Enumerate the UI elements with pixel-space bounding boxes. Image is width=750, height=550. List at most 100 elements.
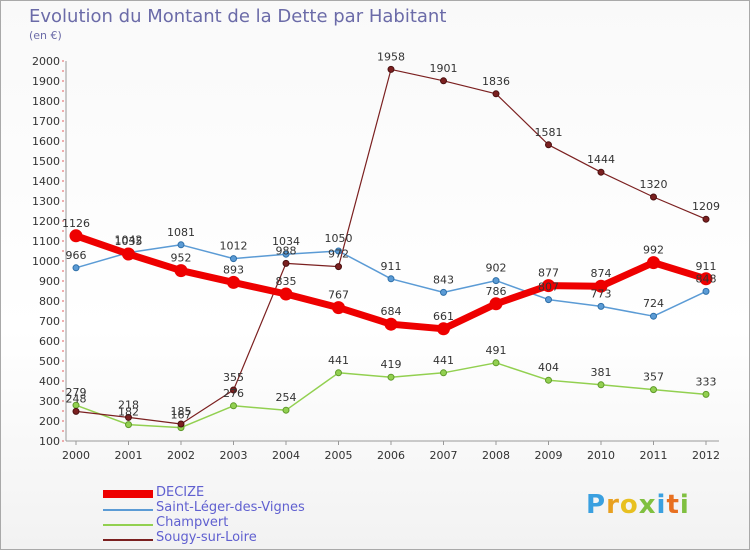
- data-point-decize: [542, 279, 555, 293]
- x-tick-label: 2008: [482, 449, 510, 462]
- data-label-saint-leger: 1050: [325, 232, 353, 245]
- data-label-sougy: 1209: [692, 200, 720, 213]
- y-tick-label: 800: [39, 295, 60, 308]
- data-point-saint-leger: [387, 275, 395, 283]
- data-label-decize: 911: [696, 260, 717, 273]
- logo-letter: r: [606, 490, 620, 520]
- y-tick-label: 300: [39, 395, 60, 408]
- data-point-sougy: [177, 420, 185, 428]
- data-point-saint-leger: [702, 287, 710, 295]
- data-label-decize: 661: [433, 310, 454, 323]
- data-label-saint-leger: 1012: [220, 240, 248, 253]
- data-point-sougy: [440, 77, 447, 85]
- data-point-champvert: [597, 381, 605, 389]
- chart-subtitle: (en €): [29, 29, 62, 42]
- y-tick-label: 500: [39, 355, 60, 368]
- data-label-saint-leger: 1081: [167, 226, 195, 239]
- data-point-saint-leger: [492, 277, 500, 285]
- chart-title: Evolution du Montant de la Dette par Hab…: [29, 6, 447, 27]
- x-tick-label: 2006: [377, 449, 405, 462]
- x-tick-label: 2001: [115, 449, 143, 462]
- x-tick-label: 2011: [640, 449, 668, 462]
- legend-label: Saint-Léger-des-Vignes: [156, 500, 305, 515]
- y-tick-label: 1800: [32, 95, 60, 108]
- data-point-decize: [69, 229, 83, 243]
- data-label-champvert: 333: [696, 375, 717, 388]
- data-point-champvert: [440, 369, 447, 377]
- y-tick-label: 200: [39, 415, 60, 428]
- data-point-sougy: [597, 168, 605, 176]
- legend-swatch: [103, 524, 153, 526]
- data-label-champvert: 167: [171, 409, 192, 422]
- data-label-champvert: 254: [276, 391, 297, 404]
- data-label-champvert: 404: [538, 361, 559, 374]
- data-point-sougy: [230, 386, 237, 394]
- x-tick-label: 2002: [167, 449, 195, 462]
- y-tick-label: 1700: [32, 115, 60, 128]
- data-point-sougy: [335, 263, 342, 271]
- data-label-champvert: 276: [223, 387, 244, 400]
- data-label-decize: 874: [591, 267, 612, 280]
- y-tick-label: 900: [39, 275, 60, 288]
- y-tick-label: 1100: [32, 235, 60, 248]
- data-point-champvert: [282, 406, 290, 414]
- data-point-champvert: [492, 359, 500, 367]
- logo-letter: t: [666, 490, 680, 520]
- data-point-sougy: [702, 215, 710, 223]
- data-label-champvert: 357: [643, 371, 664, 384]
- legend-label: DECIZE: [156, 485, 205, 500]
- y-tick-label: 600: [39, 335, 60, 348]
- data-point-decize: [279, 287, 293, 301]
- data-point-saint-leger: [440, 288, 447, 296]
- data-label-saint-leger: 1034: [272, 235, 300, 248]
- data-point-decize: [122, 247, 135, 261]
- y-tick-label: 1400: [32, 175, 60, 188]
- x-tick-label: 2007: [430, 449, 458, 462]
- data-label-sougy: 185: [171, 405, 192, 418]
- x-tick-label: 2005: [325, 449, 353, 462]
- data-point-decize: [437, 322, 450, 336]
- data-point-decize: [227, 275, 240, 289]
- data-label-champvert: 381: [591, 366, 612, 379]
- data-point-saint-leger: [282, 250, 290, 258]
- data-point-champvert: [335, 369, 342, 377]
- y-tick-label: 1900: [32, 75, 60, 88]
- y-tick-label: 1200: [32, 215, 60, 228]
- data-point-decize: [174, 264, 188, 278]
- legend-label: Champvert: [156, 515, 229, 530]
- data-label-sougy: 988: [276, 244, 297, 257]
- logo-letter: P: [586, 490, 607, 520]
- data-label-decize: 767: [328, 289, 349, 302]
- x-tick-label: 2012: [692, 449, 720, 462]
- data-label-sougy: 1958: [377, 50, 405, 63]
- data-label-saint-leger: 911: [381, 260, 402, 273]
- data-point-champvert: [230, 402, 237, 410]
- y-tick-label: 1500: [32, 155, 60, 168]
- data-label-saint-leger: 773: [591, 287, 612, 300]
- data-label-decize: 786: [486, 285, 507, 298]
- y-tick-label: 2000: [32, 55, 60, 68]
- data-label-sougy: 1320: [640, 178, 668, 191]
- data-label-sougy: 248: [66, 392, 87, 405]
- data-point-sougy: [492, 90, 500, 98]
- x-tick-label: 2000: [62, 449, 90, 462]
- data-label-saint-leger: 966: [66, 249, 87, 262]
- data-label-champvert: 491: [486, 344, 507, 357]
- logo-letter: x: [638, 490, 657, 520]
- data-label-decize: 893: [223, 263, 244, 276]
- data-label-decize: 684: [381, 305, 402, 318]
- data-label-decize: 992: [643, 244, 664, 257]
- data-label-saint-leger: 843: [433, 273, 454, 286]
- data-point-champvert: [125, 421, 132, 429]
- data-point-sougy: [545, 141, 552, 149]
- y-tick-label: 400: [39, 375, 60, 388]
- data-point-sougy: [387, 65, 395, 73]
- data-label-champvert: 441: [433, 354, 454, 367]
- logo-letter: o: [619, 490, 639, 520]
- y-tick-label: 1600: [32, 135, 60, 148]
- data-point-decize: [384, 317, 398, 331]
- data-label-champvert: 441: [328, 354, 349, 367]
- data-point-champvert: [702, 390, 710, 398]
